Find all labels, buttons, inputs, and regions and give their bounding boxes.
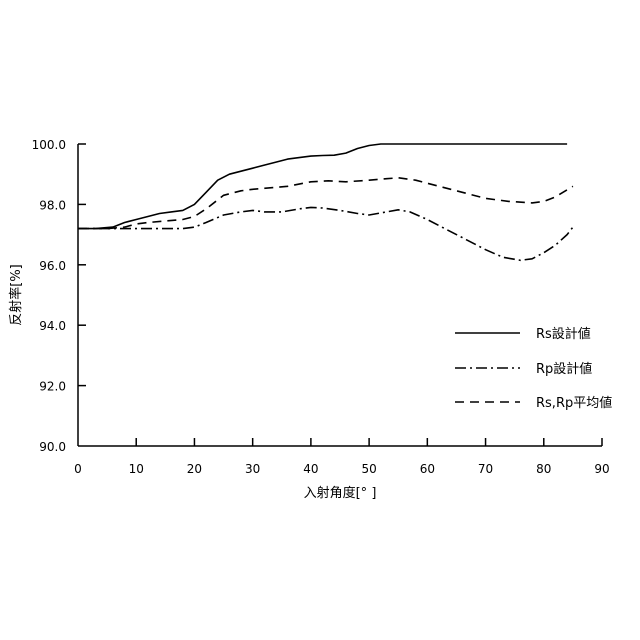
series-lines <box>78 144 573 260</box>
x-tick-label: 10 <box>129 462 144 476</box>
y-tick-label: 90.0 <box>39 440 66 454</box>
x-tick-label: 70 <box>478 462 493 476</box>
x-tick-label: 80 <box>536 462 551 476</box>
plot-area: 0 10 20 30 40 50 60 70 80 90 90.0 92.0 94.0 96.0 98.0… <box>32 138 610 476</box>
legend-label: Rs,Rp平均値 <box>536 395 612 411</box>
legend-label: Rs設計値 <box>536 326 591 342</box>
x-ticks: 0 10 20 30 40 50 60 70 80 90 <box>74 438 609 476</box>
x-tick-label: 50 <box>361 462 376 476</box>
y-tick-label: 98.0 <box>39 198 66 212</box>
x-axis-label: 入射角度[° ] <box>304 485 377 501</box>
y-tick-label: 100.0 <box>32 138 66 152</box>
y-tick-label: 96.0 <box>39 259 66 273</box>
series-line-1 <box>78 144 567 229</box>
x-tick-label: 90 <box>594 462 609 476</box>
x-tick-label: 0 <box>74 462 82 476</box>
y-tick-label: 94.0 <box>39 319 66 333</box>
x-tick-label: 60 <box>420 462 435 476</box>
y-tick-label: 92.0 <box>39 380 66 394</box>
legend: Rs設計値 Rp設計値 Rs,Rp平均値 <box>455 326 612 411</box>
x-tick-label: 40 <box>303 462 318 476</box>
x-tick-label: 20 <box>187 462 202 476</box>
series-line-3 <box>78 178 573 229</box>
y-axis-label: 反射率[%] <box>8 264 24 326</box>
x-tick-label: 30 <box>245 462 260 476</box>
legend-label: Rp設計値 <box>536 361 592 377</box>
